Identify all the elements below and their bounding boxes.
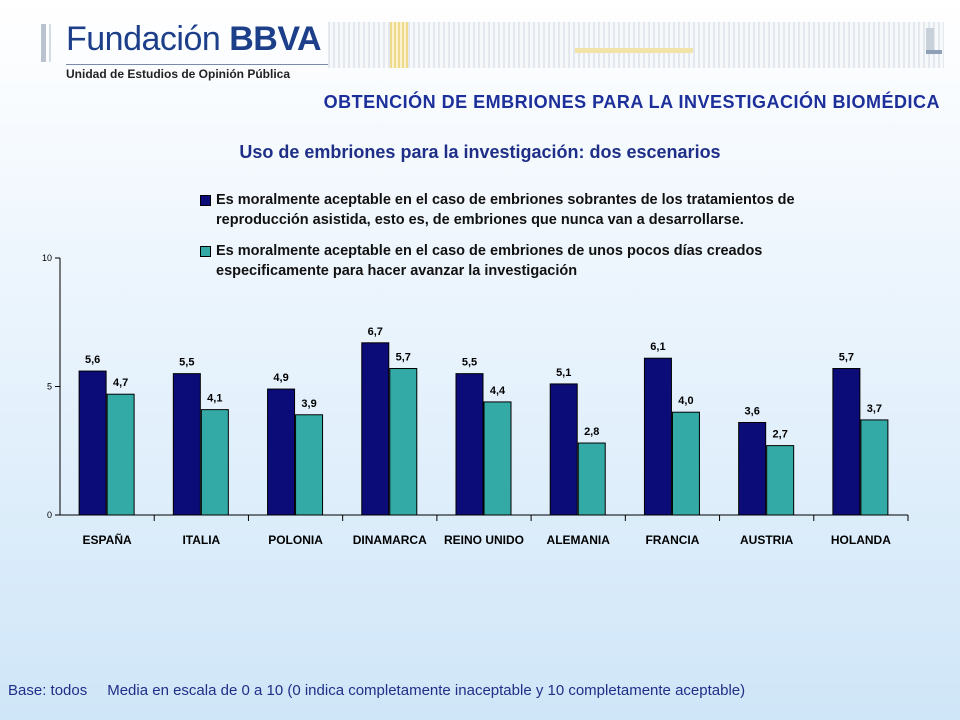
data-label-series2: 2,8	[584, 426, 599, 438]
bar-series1	[738, 421, 767, 516]
data-label-series2: 4,4	[490, 385, 506, 397]
header-decoration-end-base	[926, 50, 942, 54]
data-label-series1: 4,9	[273, 372, 288, 384]
bar-series1	[78, 370, 107, 516]
bar-series1	[643, 357, 672, 516]
legend-item-series2: Es moralmente aceptable en el caso de em…	[200, 241, 836, 281]
bar-series2	[860, 419, 889, 516]
x-category-label: ESPAÑA	[83, 532, 132, 547]
x-category-label: ITALIA	[182, 533, 220, 547]
fundacion-bbva-logo: Fundación BBVA	[38, 20, 334, 86]
header-decoration-end	[926, 28, 934, 52]
logo-bar-decoration	[41, 24, 46, 62]
header-decoration-gold-strip	[575, 48, 693, 53]
logo-text-bold: BBVA	[229, 20, 322, 58]
logo-underline	[66, 64, 334, 65]
legend-item-series1: Es moralmente aceptable en el caso de em…	[200, 190, 836, 230]
bar-series1	[361, 342, 390, 516]
bar-series2	[483, 401, 512, 516]
x-category-label: REINO UNIDO	[444, 533, 524, 547]
page-title: OBTENCIÓN DE EMBRIONES PARA LA INVESTIGA…	[323, 92, 940, 112]
data-label-series1: 5,5	[462, 357, 477, 369]
data-label-series1: 5,1	[556, 367, 571, 379]
data-label-series2: 4,7	[113, 377, 128, 389]
data-label-series1: 6,1	[650, 341, 665, 353]
data-label-series2: 3,9	[301, 398, 316, 410]
logo-bar-decoration-thin	[49, 24, 51, 62]
x-category-label: ALEMANIA	[547, 533, 611, 547]
header-decoration-band	[328, 22, 944, 68]
legend-swatch-series1	[200, 195, 211, 206]
bar-series2	[200, 409, 229, 516]
footer-base: Base: todos	[8, 682, 88, 699]
legend-label-series2: Es moralmente aceptable en el caso de em…	[216, 243, 763, 279]
y-tick-label: 0	[47, 510, 52, 520]
x-category-label: AUSTRIA	[740, 533, 794, 547]
data-label-series2: 4,0	[678, 395, 693, 407]
bar-series2	[577, 442, 606, 516]
footer-scale-note: Media en escala de 0 a 10 (0 indica comp…	[107, 682, 746, 699]
bar-series1	[267, 388, 296, 516]
header-decoration-gold	[390, 22, 408, 68]
data-label-series2: 3,7	[867, 403, 882, 415]
data-label-series1: 5,5	[179, 357, 194, 369]
logo-text: Fundación BBVA	[66, 20, 322, 59]
bar-series2	[766, 445, 795, 516]
bar-series2	[295, 414, 324, 516]
chart-title: Uso de embriones para la investigación: …	[239, 142, 721, 162]
logo-text-light: Fundación	[66, 20, 221, 58]
unit-subtitle: Unidad de Estudios de Opinión Pública	[66, 67, 291, 81]
x-category-label: DINAMARCA	[353, 533, 427, 547]
data-label-series1: 3,6	[745, 405, 760, 417]
y-tick-label: 10	[42, 253, 52, 263]
x-category-label: FRANCIA	[645, 533, 699, 547]
legend-label-series1: Es moralmente aceptable en el caso de em…	[216, 192, 795, 228]
x-category-label: POLONIA	[268, 533, 323, 547]
bar-series1	[455, 373, 484, 516]
footer-note: Base: todos Media en escala de 0 a 10 (0 …	[8, 682, 745, 699]
data-label-series1: 5,7	[839, 352, 854, 364]
bar-series2	[389, 368, 418, 516]
bar-series1	[549, 383, 578, 516]
x-category-label: HOLANDA	[831, 533, 891, 547]
bar-series2	[106, 393, 135, 516]
bar-series1	[172, 373, 201, 516]
y-tick-label: 5	[47, 382, 52, 392]
data-label-series2: 2,7	[773, 429, 788, 441]
data-label-series1: 6,7	[368, 326, 383, 338]
legend-swatch-series2	[200, 246, 211, 257]
data-label-series1: 5,6	[85, 354, 100, 366]
bar-series1	[832, 368, 861, 516]
bar-series2	[671, 411, 700, 516]
data-label-series2: 5,7	[396, 352, 411, 364]
data-label-series2: 4,1	[207, 393, 222, 405]
